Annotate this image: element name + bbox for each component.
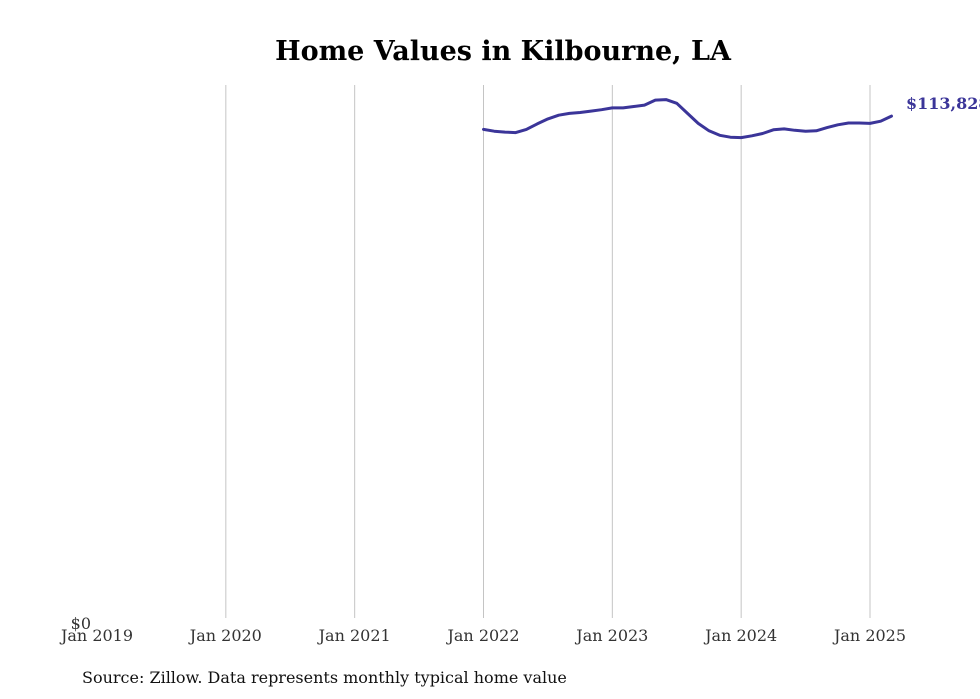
x-tick-label: Jan 2020 [188,626,262,645]
chart-title: Home Values in Kilbourne, LA [275,36,732,67]
source-note: Source: Zillow. Data represents monthly … [82,668,567,687]
x-tick-label: Jan 2023 [574,626,648,645]
x-tick-label: Jan 2024 [703,626,777,645]
x-tick-label: Jan 2019 [59,626,133,645]
x-tick-label: Jan 2022 [445,626,519,645]
vertical-gridlines [225,85,871,618]
x-tick-label: Jan 2021 [317,626,391,645]
latest-value-label: $113,828 [906,94,980,113]
x-tick-label: Jan 2025 [832,626,906,645]
x-axis-tick-labels: Jan 2019 Jan 2020 Jan 2021 Jan 2022 Jan 2023… [59,626,906,645]
home-value-line [482,98,893,140]
y-axis-zero-label: $0 [71,614,91,633]
